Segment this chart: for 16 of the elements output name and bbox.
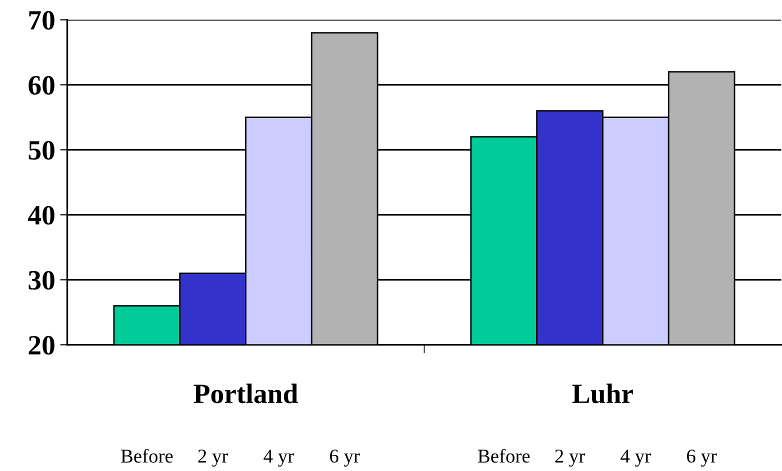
text: 6 yr [687,450,717,467]
y-tick-label: 30 [28,270,54,290]
y-tick-label: 40 [28,206,54,225]
text: Before [478,448,530,463]
x-tick-label: Luhr [572,384,634,404]
text: 4 yr [620,450,651,467]
y-tick-label: 20 [28,336,54,355]
text: 6 yr [330,450,360,467]
y-tick-label: 60 [28,76,54,95]
text: 2 yr [555,450,585,467]
y-tick-label: 50 [28,140,54,160]
y-tick-label: 70 [29,10,54,30]
x-tick-label: Portland [194,384,298,404]
text: Before [121,448,173,463]
text: 2 yr [198,450,228,467]
text: 4 yr [264,450,294,467]
